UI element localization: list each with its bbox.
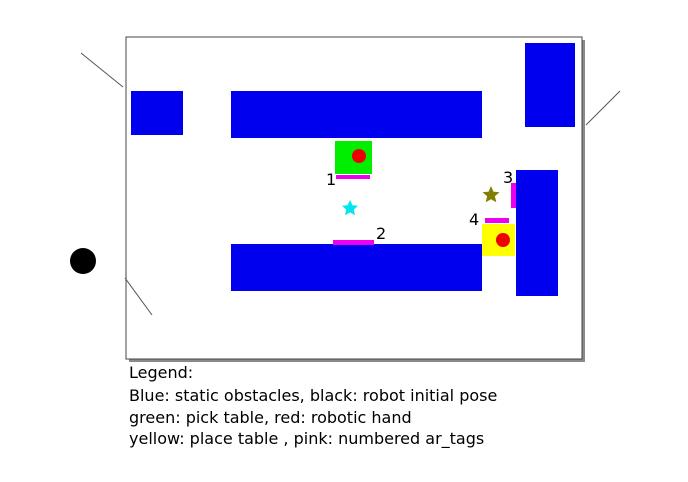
obstacle-right-wall [516,170,558,296]
ar-tag-3-label: 3 [503,168,513,187]
ar-tag-1 [336,175,370,179]
boundary-line-bottom-left [124,277,153,316]
olive-star-icon [482,186,500,203]
legend-line-2: green: pick table, red: robotic hand [129,408,412,427]
ar-tag-4 [485,218,509,223]
obstacle-top-right [525,43,575,127]
ar-tag-2 [333,240,374,245]
cyan-star-icon [342,200,358,216]
robotic-hand-place [496,233,510,247]
legend-line-1: Blue: static obstacles, black: robot ini… [129,386,497,405]
obstacle-top-wall [231,91,482,138]
legend-line-3: yellow: place table , pink: numbered ar_… [129,429,484,449]
ar-tag-2-label: 2 [376,224,386,243]
robot-initial-pose-icon [70,248,96,274]
ar-tag-3 [511,183,516,208]
obstacle-small-left [131,91,183,135]
ar-tag-1-label: 1 [326,170,336,189]
ar-tag-4-label: 4 [469,210,479,229]
map-frame [125,36,583,360]
boundary-line-right [585,90,621,126]
robotic-hand-pick [352,149,366,163]
boundary-line-top-left [80,52,124,88]
obstacle-bottom-wall [231,244,482,291]
legend-title: Legend: [129,363,193,382]
